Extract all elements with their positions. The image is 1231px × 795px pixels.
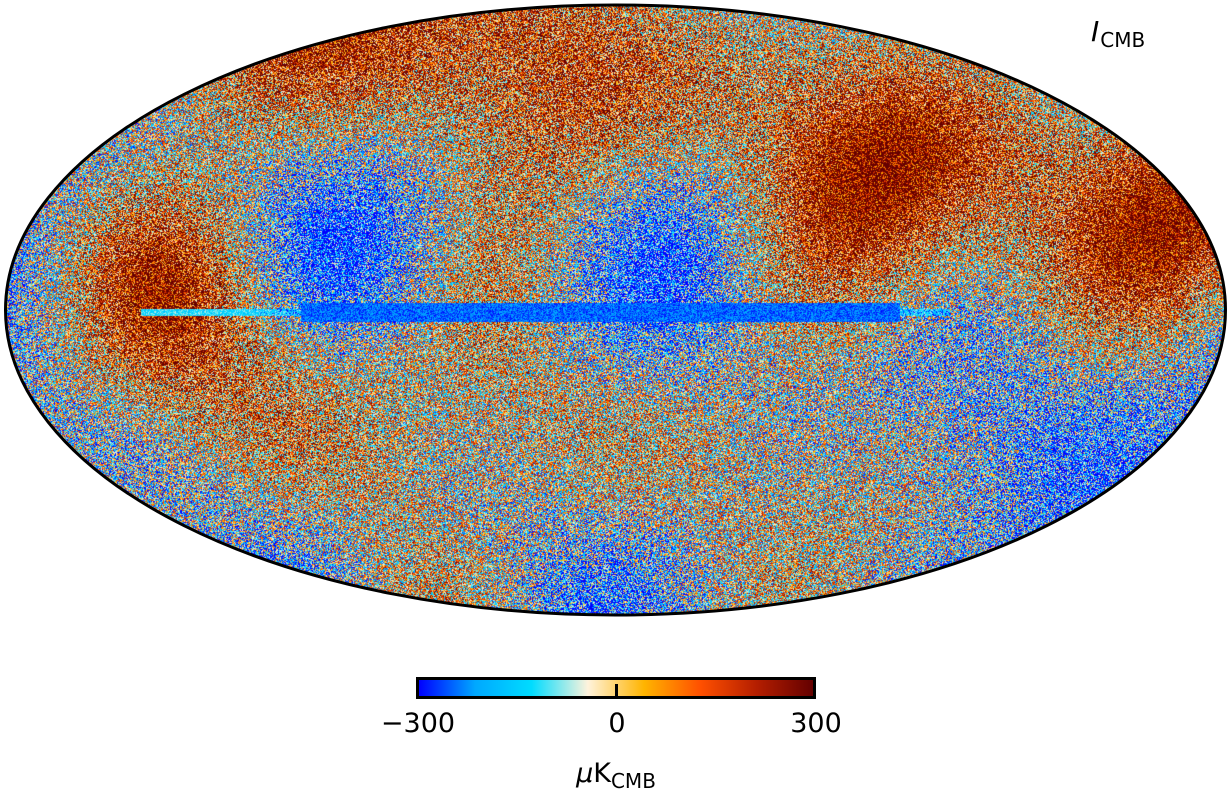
colorbar-tick-min: −300 — [380, 708, 456, 739]
colorbar-center-tick — [615, 684, 618, 699]
colorbar-tick-mid: 0 — [608, 708, 626, 739]
sky-map-pixels — [0, 0, 1231, 620]
colorbar-tick-max: 300 — [790, 708, 842, 739]
map-title-subscript: CMB — [1100, 28, 1146, 52]
map-outline — [4, 3, 1227, 617]
map-title: ICMB — [1091, 15, 1145, 51]
map-title-main: I — [1091, 15, 1100, 48]
unit-prefix: μ — [576, 758, 594, 789]
sky-map: ICMB — [0, 0, 1231, 620]
colorbar-unit-label: μKCMB — [516, 758, 716, 791]
unit-main: K — [593, 758, 611, 789]
unit-subscript: CMB — [610, 769, 656, 793]
